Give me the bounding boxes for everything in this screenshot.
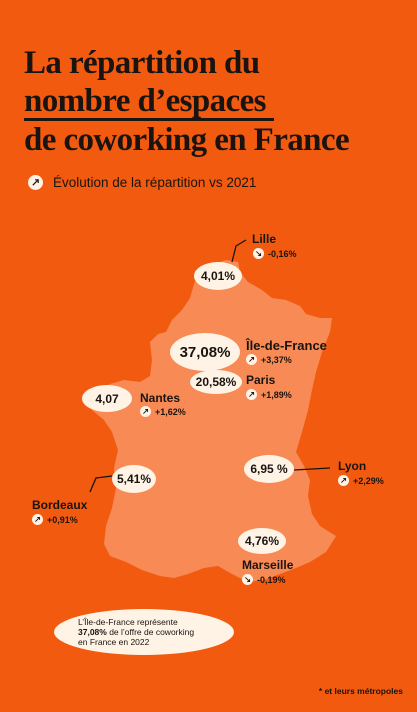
bubble-paris: 20,58%: [190, 370, 242, 394]
city-label-paris: Paris: [246, 373, 276, 387]
change-marseille: -0,19%: [242, 574, 286, 585]
arrow-up-icon: [338, 475, 349, 486]
note-line-1: L’Île-de-France représente: [78, 617, 178, 627]
arrow-icon: [28, 175, 43, 190]
change-value-marseille: -0,19%: [257, 574, 286, 585]
change-value-ile-de-france: +3,37%: [261, 354, 292, 365]
page-title: La répartition du nombre d’espaces de co…: [24, 44, 404, 159]
change-paris: +1,89%: [246, 389, 292, 400]
city-label-lille: Lille: [252, 232, 277, 246]
change-lille: -0,16%: [253, 248, 297, 259]
legend: Évolution de la répartition vs 2021: [28, 175, 256, 190]
note-line-2: de l’offre de coworking: [106, 627, 195, 637]
arrow-up-icon: [246, 389, 257, 400]
note-line-3: en France en 2022: [78, 637, 150, 647]
change-nantes: +1,62%: [140, 406, 186, 417]
france-shape: [86, 260, 336, 582]
title-underlined-text: nombre d’espaces: [24, 84, 274, 121]
city-label-lyon: Lyon: [338, 459, 367, 473]
change-lyon: +2,29%: [338, 475, 384, 486]
arrow-up-icon: [246, 354, 257, 365]
arrow-up-icon: [140, 406, 151, 417]
change-value-nantes: +1,62%: [155, 406, 186, 417]
bubble-lille: 4,01%: [194, 262, 242, 290]
title-line-1: La répartition du: [24, 45, 260, 81]
arrow-down-icon: [242, 574, 253, 585]
city-label-nantes: Nantes: [140, 391, 181, 405]
change-value-lyon: +2,29%: [353, 475, 384, 486]
bubble-nantes: 4,07: [82, 385, 132, 412]
change-value-paris: +1,89%: [261, 389, 292, 400]
change-bordeaux: +0,91%: [32, 514, 78, 525]
city-label-bordeaux: Bordeaux: [32, 498, 88, 512]
note-text: L’Île-de-France représente 37,08% de l’of…: [78, 617, 210, 647]
bubble-marseille: 4,76%: [238, 528, 286, 554]
change-value-lille: -0,16%: [268, 248, 297, 259]
arrow-up-icon: [32, 514, 43, 525]
city-label-ile-de-france: Île-de-France: [246, 338, 327, 353]
arrow-down-icon: [253, 248, 264, 259]
city-label-marseille: Marseille: [242, 558, 294, 572]
bubble-lyon: 6,95 %: [244, 455, 294, 483]
note-bubble: L’Île-de-France représente 37,08% de l’of…: [54, 609, 234, 655]
title-line-3: de coworking en France: [24, 122, 350, 158]
note-highlight: 37,08%: [78, 627, 107, 637]
footnote: * et leurs métropoles: [318, 686, 403, 696]
title-line-2: nombre d’espaces: [24, 82, 404, 121]
bubble-bordeaux: 5,41%: [112, 465, 156, 493]
change-ile-de-france: +3,37%: [246, 354, 292, 365]
legend-label: Évolution de la répartition vs 2021: [53, 175, 257, 190]
bubble-ile-de-france: 37,08%: [170, 333, 240, 371]
change-value-bordeaux: +0,91%: [47, 514, 78, 525]
